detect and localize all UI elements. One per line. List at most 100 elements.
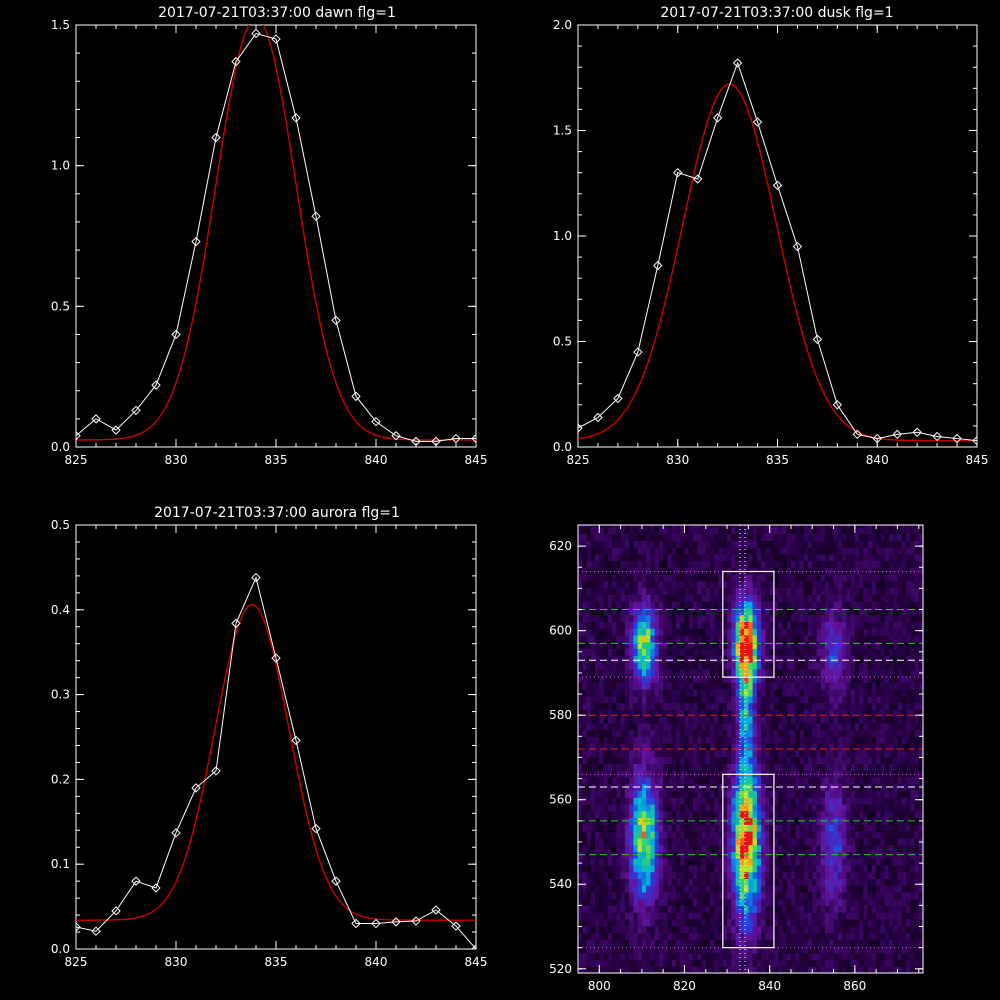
spectrogram-pixel: [914, 601, 920, 609]
dawn-data-point: [331, 315, 341, 326]
spectrogram-pixel: [731, 871, 737, 879]
spectrogram-pixel: [705, 655, 711, 663]
spectrogram-pixel: [888, 932, 894, 940]
spectrogram-pixel: [812, 763, 818, 771]
spectrogram-pixel: [641, 594, 647, 602]
spectrogram-pixel: [906, 634, 911, 643]
spectrogram-pixel: [752, 891, 758, 900]
spectrogram-pixel: [837, 634, 843, 643]
spectrogram-pixel: [748, 939, 754, 947]
spectrogram-pixel: [578, 858, 583, 866]
spectrogram-pixel: [607, 594, 613, 602]
spectrogram-pixel: [727, 607, 732, 616]
spectrogram-pixel: [791, 722, 796, 731]
spectrogram-pixel: [595, 959, 600, 967]
spectrogram-pixel: [731, 702, 737, 710]
spectrogram-pixel: [641, 614, 647, 622]
spectrogram-pixel: [731, 607, 737, 616]
spectrogram-pixel: [646, 716, 651, 724]
spectrogram-pixel: [748, 661, 754, 670]
spectrogram-pixel: [820, 709, 826, 717]
spectrogram-pixel: [612, 885, 617, 893]
spectrogram-pixel: [744, 682, 749, 690]
spectrogram-pixel: [846, 939, 852, 947]
spectrogram-pixel: [718, 885, 724, 893]
spectrogram-pixel: [680, 614, 686, 622]
spectrogram-pixel: [624, 614, 630, 622]
spectrogram-pixel: [778, 898, 784, 906]
dusk-data-point: [972, 435, 977, 446]
spectrogram-pixel: [842, 912, 847, 920]
spectrogram-pixel: [646, 952, 651, 961]
spectrogram-pixel: [693, 851, 698, 859]
spectrogram-pixel: [876, 628, 881, 636]
dawn-series-group: [76, 25, 476, 447]
spectrogram-pixel: [867, 722, 873, 731]
spectrogram-pixel: [863, 891, 869, 900]
spectrogram-pixel: [731, 675, 737, 683]
spectrogram-pixel: [578, 844, 583, 852]
spectrogram-pixel: [599, 844, 605, 852]
spectrogram-pixel: [859, 925, 864, 934]
spectrogram-pixel: [880, 851, 886, 859]
dawn-data-line: [76, 32, 476, 442]
spectrogram-pixel: [782, 648, 788, 656]
spectrogram-pixel: [641, 858, 647, 866]
spectrogram-pixel: [829, 837, 835, 846]
spectrogram-pixel: [607, 736, 613, 744]
spectrogram-pixel: [595, 634, 600, 643]
spectrogram-pixel: [854, 689, 860, 697]
spectrogram-pixel: [697, 939, 703, 947]
spectrogram-pixel: [812, 621, 818, 629]
spectrogram-pixel: [837, 770, 843, 778]
spectrogram-pixel: [863, 858, 869, 866]
spectrogram-pixel: [795, 668, 801, 677]
spectrogram-pixel: [641, 824, 647, 832]
spectrogram-pixel: [829, 858, 835, 866]
spectrogram-pixel: [697, 952, 703, 961]
spectrogram-pixel: [773, 918, 779, 927]
spectrogram-pixel: [722, 905, 728, 913]
spectrogram-pixel: [799, 837, 805, 846]
spectrogram-pixel: [884, 722, 890, 731]
spectrogram-pixel: [871, 763, 877, 771]
spectrogram-pixel: [705, 891, 711, 900]
spectrogram-pixel: [676, 729, 681, 737]
spectrogram-pixel: [701, 729, 707, 737]
spectrogram-pixel: [582, 952, 588, 961]
spectrogram-pixel: [854, 905, 860, 913]
spectrogram-pixel: [752, 858, 758, 866]
spectrogram-pixel: [710, 858, 715, 866]
spectrogram-pixel: [688, 601, 694, 609]
spectrogram-pixel: [629, 756, 634, 764]
spectrogram-pixel: [876, 885, 881, 893]
spectrogram-pixel: [616, 817, 622, 825]
spectrogram-pixel: [654, 736, 660, 744]
spectrogram-pixel: [701, 776, 707, 785]
spectrogram-pixel: [705, 783, 711, 792]
spectrogram-pixel: [820, 810, 826, 819]
spectrogram-pixel: [769, 851, 775, 859]
spectrogram-pixel: [701, 932, 707, 940]
spectrogram-pixel: [897, 655, 903, 663]
spectrogram-pixel: [816, 885, 822, 893]
spectrogram-pixel: [620, 587, 626, 595]
spectrogram-pixel: [667, 668, 673, 677]
spectrogram-pixel: [578, 810, 583, 819]
spectrogram-pixel: [578, 743, 583, 751]
spectrogram-pixel: [671, 939, 677, 947]
spectrogram-pixel: [697, 668, 703, 677]
spectrogram-pixel: [825, 736, 830, 744]
spectrogram-pixel: [808, 601, 813, 609]
spectrogram-pixel: [761, 736, 766, 744]
dusk-data-point: [852, 429, 863, 440]
spectrogram-pixel: [718, 689, 724, 697]
aurora-data-point: [151, 883, 161, 893]
spectrogram-pixel: [820, 946, 826, 954]
aurora-ytick-label: 0.1: [51, 857, 70, 871]
spectrogram-pixel: [731, 925, 737, 934]
spectrogram-pixel: [658, 878, 664, 886]
spectrogram-pixel: [624, 695, 630, 704]
spectrogram-pixel: [735, 594, 741, 602]
spectrogram-pixel: [595, 675, 600, 683]
